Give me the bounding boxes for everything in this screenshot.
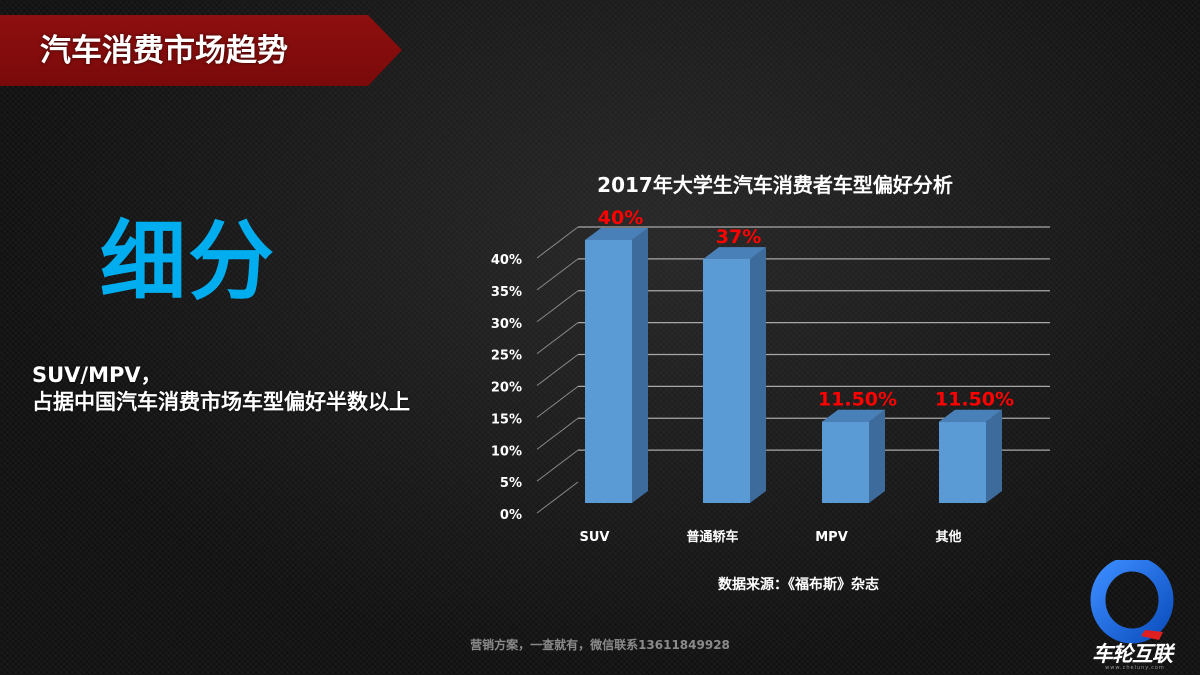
- bar-side: [750, 247, 766, 503]
- y-tick-label: 35%: [491, 285, 522, 300]
- gridline-diagonal: [536, 449, 579, 482]
- x-category-label: SUV: [580, 530, 610, 545]
- y-tick-label: 10%: [491, 444, 522, 459]
- bar-top: [939, 409, 1002, 422]
- bar-SUV: [585, 240, 632, 503]
- y-tick-label: 25%: [491, 349, 522, 364]
- header-banner: [0, 15, 402, 86]
- bar-side: [986, 409, 1002, 503]
- bar-top: [703, 247, 766, 260]
- keyword-heading: 细分: [100, 212, 276, 312]
- data-label: 11.50%: [818, 389, 897, 411]
- bar-MPV: [822, 421, 869, 503]
- gridline-diagonal: [536, 417, 579, 450]
- logo-text: 车轮互联: [1092, 642, 1173, 666]
- x-category-label: 其他: [935, 529, 961, 545]
- y-tick-label: 15%: [491, 412, 522, 427]
- bar-普通轿车: [703, 259, 750, 503]
- y-tick-label: 30%: [491, 317, 522, 332]
- x-category-label: 普通轿车: [686, 529, 738, 545]
- bar-top: [585, 228, 648, 240]
- bar-side: [632, 228, 648, 503]
- bar-top: [822, 409, 885, 422]
- gridline-diagonal: [536, 290, 579, 323]
- gridline-diagonal: [536, 226, 579, 259]
- data-label: 37%: [716, 226, 761, 248]
- data-label: 11.50%: [935, 389, 1014, 411]
- gridline-diagonal: [536, 322, 579, 355]
- chart-source: 数据来源：《福布斯》杂志: [718, 577, 879, 593]
- bar-其他: [939, 421, 986, 503]
- x-category-label: MPV: [815, 530, 848, 545]
- gridline-diagonal: [536, 385, 579, 418]
- page-title: 汽车消费市场趋势: [40, 33, 288, 69]
- gridline-diagonal: [536, 354, 579, 386]
- data-label: 40%: [598, 207, 643, 229]
- y-tick-label: 5%: [500, 476, 522, 491]
- footer-contact: 营销方案，一查就有，微信联系13611849928: [470, 638, 730, 652]
- logo-q-icon: [1090, 560, 1174, 644]
- description-line-1: SUV/MPV，: [32, 363, 162, 387]
- y-tick-label: 0%: [500, 508, 522, 523]
- chart-title: 2017年大学生汽车消费者车型偏好分析: [597, 173, 953, 197]
- description-line-2: 占据中国汽车消费市场车型偏好半数以上: [32, 390, 410, 414]
- y-tick-label: 20%: [491, 381, 522, 396]
- gridline-diagonal: [536, 258, 579, 291]
- gridline-diagonal: [536, 481, 579, 514]
- y-tick-label: 40%: [491, 253, 522, 268]
- description: SUV/MPV， 占据中国汽车消费市场车型偏好半数以上: [32, 362, 410, 416]
- logo-url: www.cheluny.com: [1105, 665, 1165, 671]
- bar-side: [869, 409, 885, 503]
